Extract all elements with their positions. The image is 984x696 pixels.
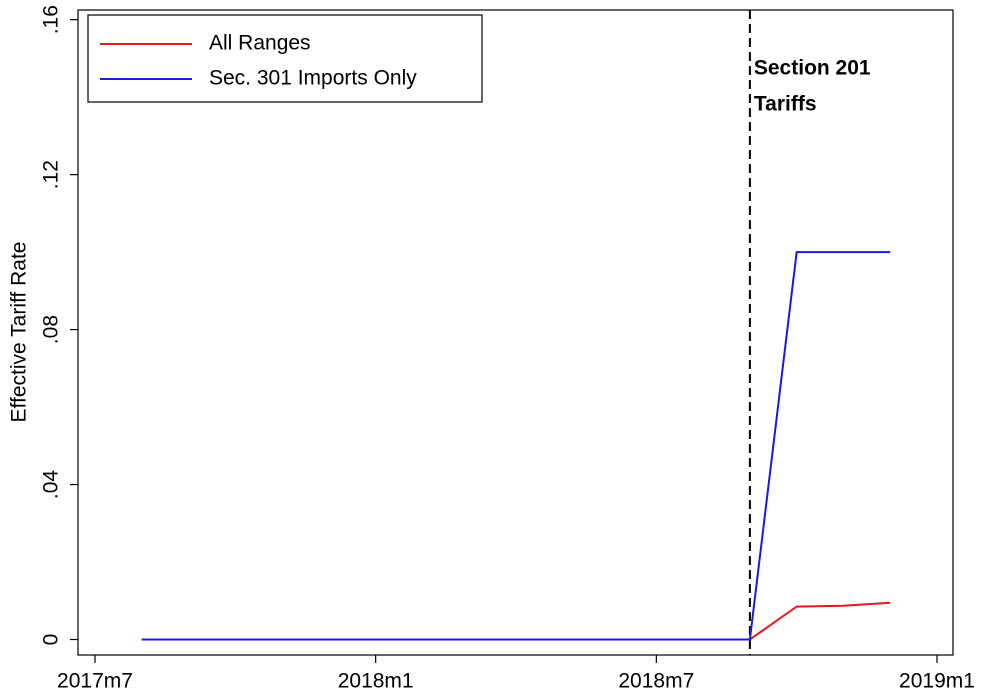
y-tick-label: .16 <box>40 5 63 34</box>
y-tick-label: .04 <box>40 470 63 500</box>
plot-frame <box>77 9 954 656</box>
y-tick-label: .12 <box>40 160 63 189</box>
x-tick-label: 2019m1 <box>899 670 975 693</box>
legend-box <box>87 14 483 103</box>
annotation: Tariffs <box>754 93 817 116</box>
line-series <box>141 251 891 641</box>
x-tick-label: 2018m1 <box>338 670 414 693</box>
annotation: Section 201 <box>754 57 871 80</box>
y-tick-label: 0 <box>40 634 63 646</box>
x-tick-label: 2017m7 <box>57 670 133 693</box>
legend-label: Sec. 301 Imports Only <box>209 67 417 90</box>
y-axis-label: Effective Tariff Rate <box>8 242 31 423</box>
legend-label: All Ranges <box>209 32 311 55</box>
line-series <box>141 601 891 641</box>
y-tick-label: .08 <box>40 315 63 344</box>
x-tick-label: 2018m7 <box>618 670 694 693</box>
